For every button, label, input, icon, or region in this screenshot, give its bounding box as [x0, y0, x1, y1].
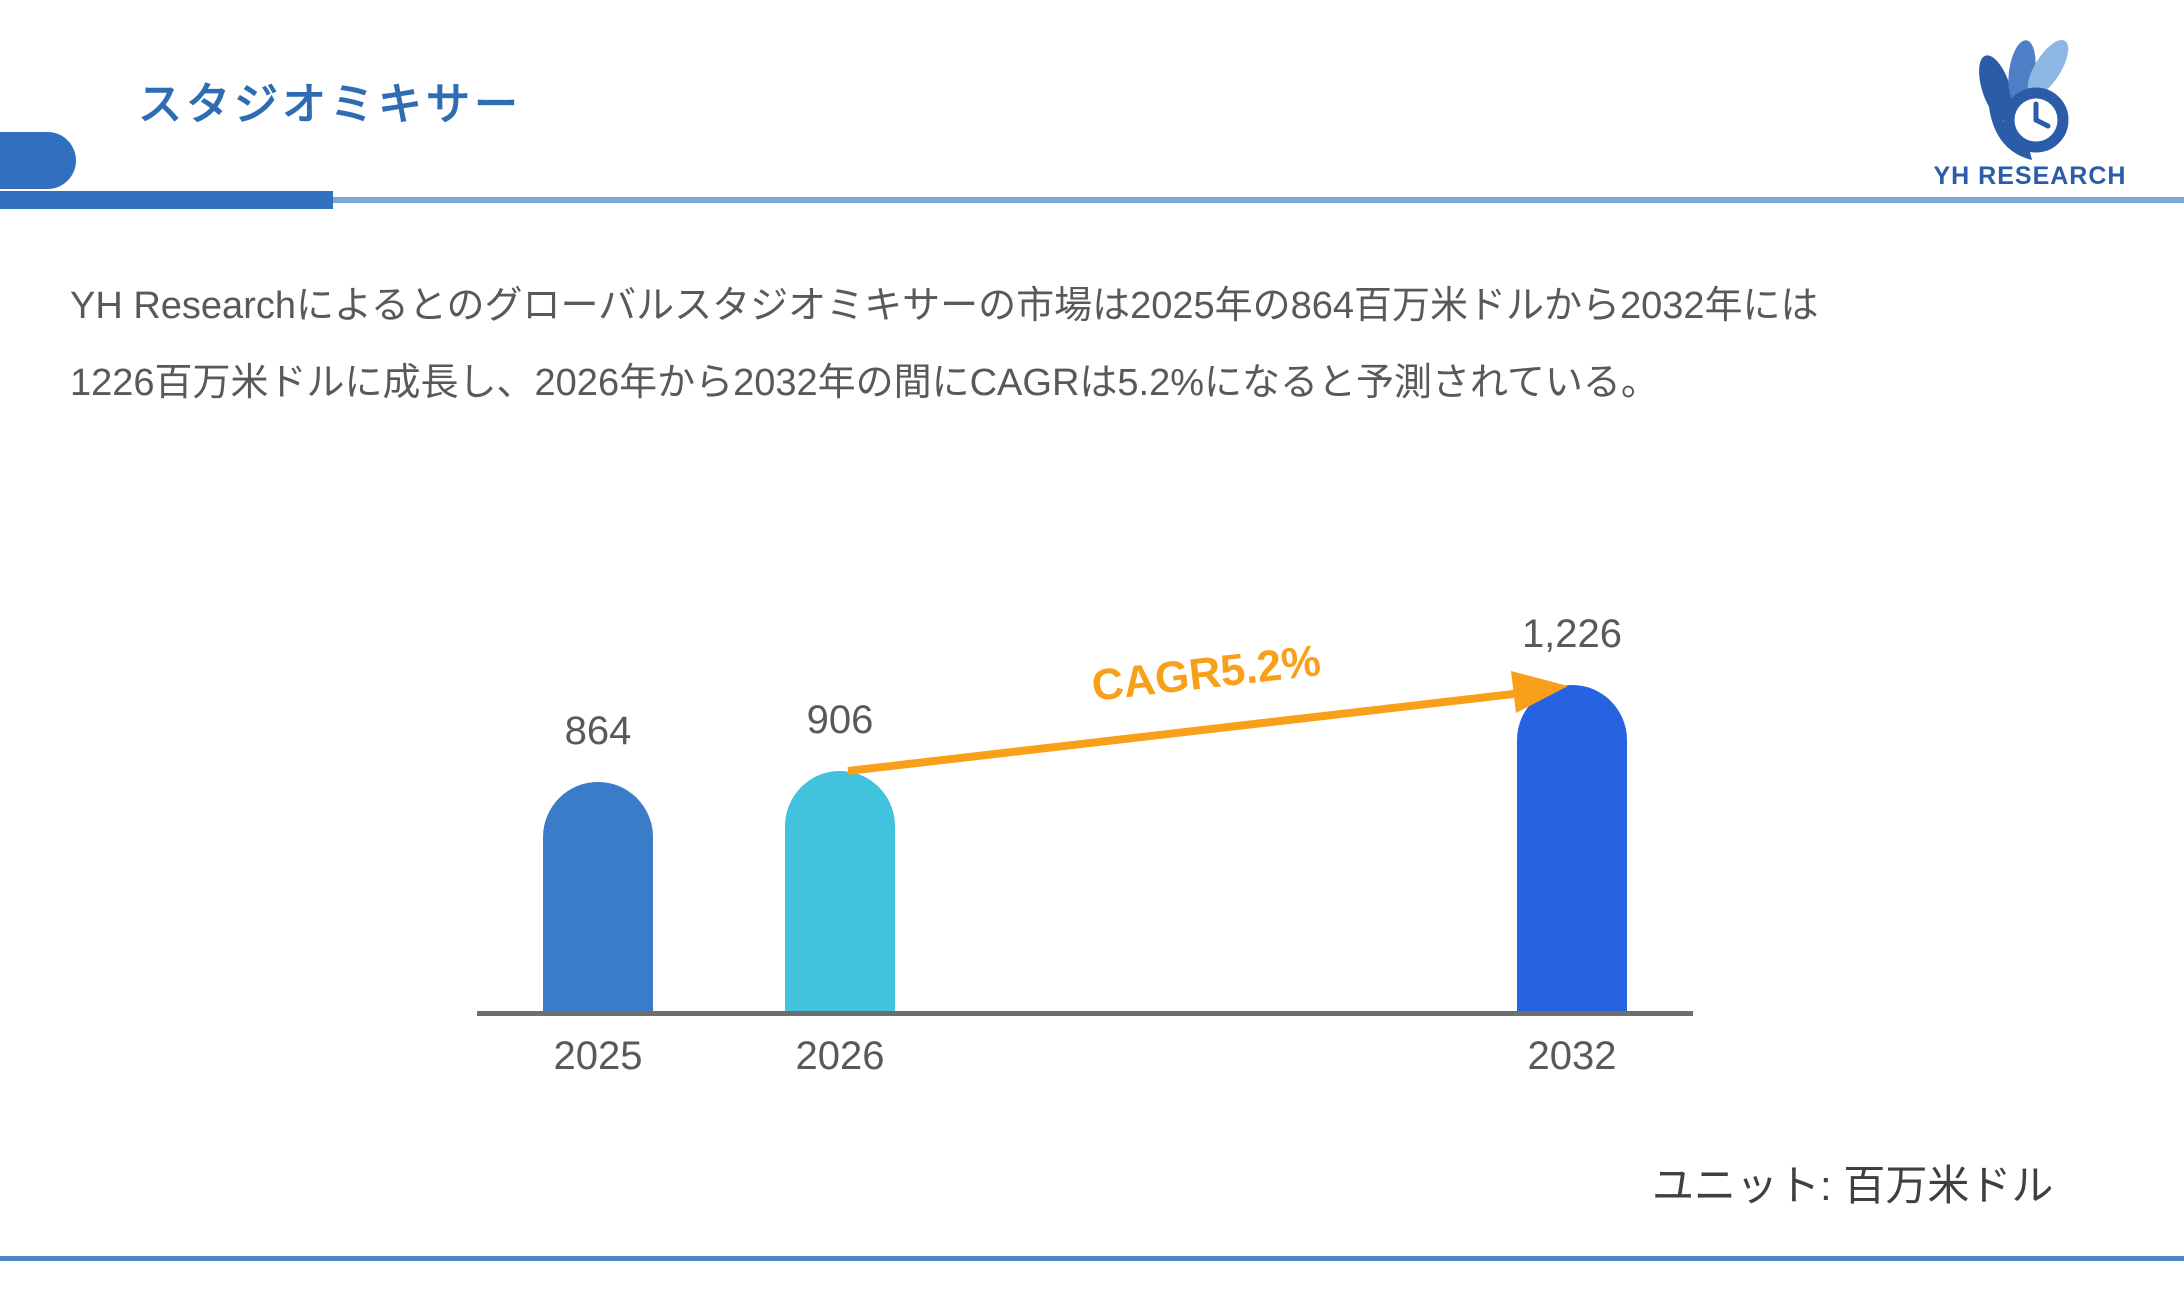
bar-2026 [785, 771, 895, 1013]
x-axis-line [477, 1011, 1693, 1016]
bar-2025 [543, 782, 653, 1013]
year-label-2026: 2026 [795, 1034, 885, 1078]
year-label-2025: 2025 [553, 1034, 643, 1078]
header-underline-thick [0, 191, 333, 209]
footer-line [0, 1256, 2184, 1261]
page-title: スタジオミキサー [138, 80, 522, 129]
logo-text: YH RESEARCH [1934, 162, 2127, 190]
header-tab-decoration [0, 132, 76, 189]
header-underline-thin [0, 197, 2184, 203]
summary-paragraph: YH Researchによるとのグローバルスタジオミキサーの市場は2025年の8… [70, 268, 2030, 422]
year-label-2032: 2032 [1527, 1034, 1617, 1078]
yh-research-logo: YH RESEARCH [1930, 36, 2130, 192]
yh-research-logo-icon: YH RESEARCH [1934, 40, 2127, 190]
value-label-2026: 906 [806, 698, 874, 742]
cagr-label: CAGR5.2% [1089, 636, 1324, 711]
summary-line-1: YH Researchによるとのグローバルスタジオミキサーの市場は2025年の8… [70, 285, 1819, 327]
summary-line-2: 1226百万米ドルに成長し、2026年から2032年の間にCAGRは5.2%にな… [70, 362, 1659, 404]
unit-label: ユニット: 百万米ドル [1652, 1162, 2054, 1209]
bar-2032 [1517, 685, 1627, 1013]
value-label-2032: 1,226 [1521, 612, 1623, 656]
value-label-2025: 864 [564, 709, 632, 753]
